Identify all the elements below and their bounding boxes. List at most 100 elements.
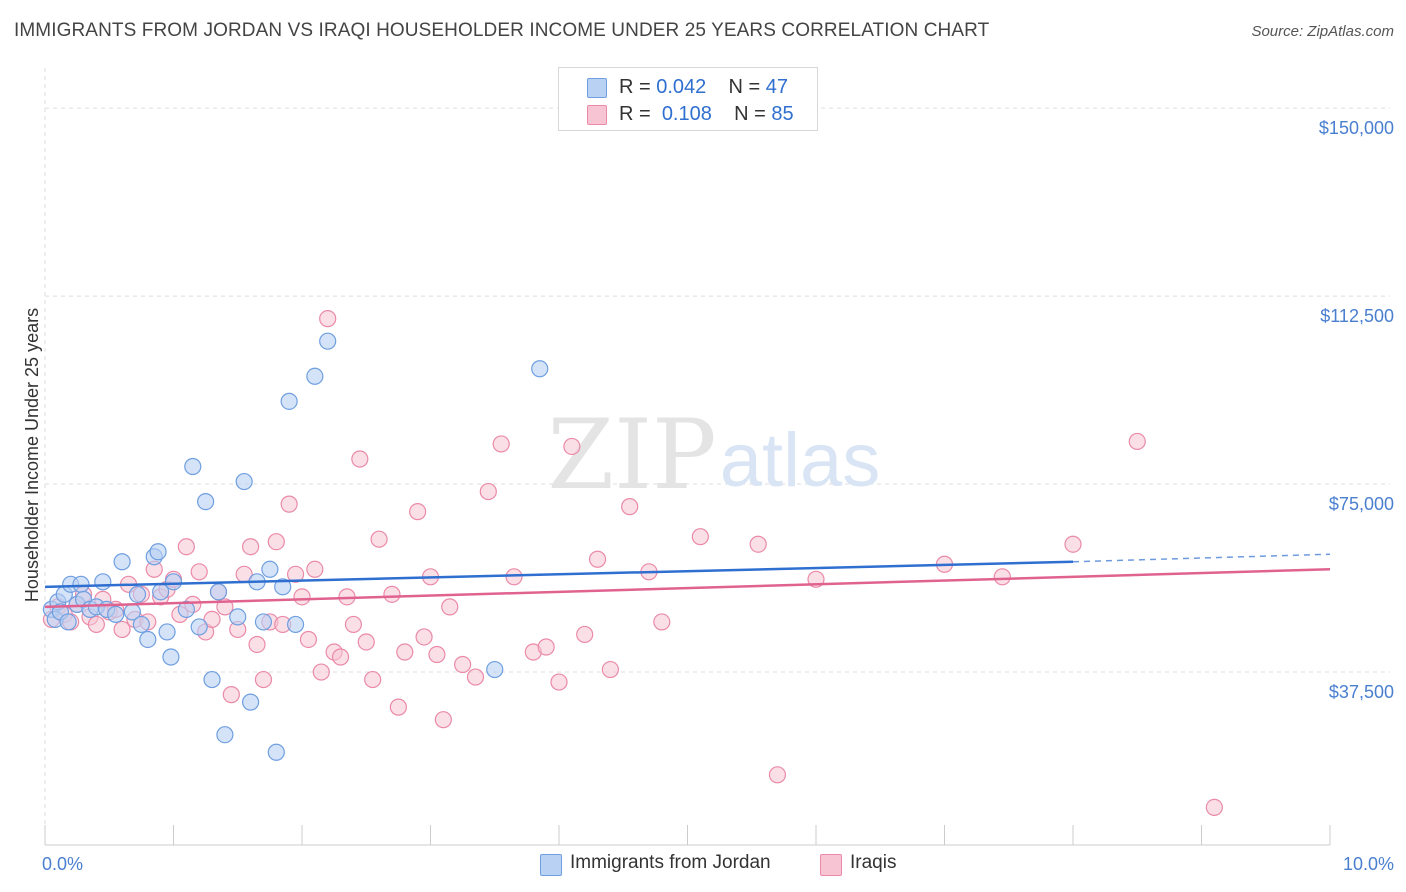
jordan-point: [486, 660, 504, 679]
watermark: ZIP atlas: [547, 399, 880, 511]
iraqi-point: [190, 563, 208, 581]
jordan-point: [203, 670, 221, 689]
iraqi-point: [286, 565, 305, 583]
trend-line-iraqi: [44, 568, 1331, 609]
y-axis-title: Householder Income Under 25 years: [22, 308, 42, 602]
y-tick-label: $75,000: [1329, 494, 1394, 514]
chart-title: IMMIGRANTS FROM JORDAN VS IRAQI HOUSEHOL…: [14, 20, 990, 41]
chart-source: Source: ZipAtlas.com: [1251, 23, 1394, 40]
legend-text-iraqi: R = 0.108 N = 85: [619, 103, 794, 126]
iraqi-point: [563, 437, 581, 456]
n-value: 85: [771, 103, 794, 125]
iraqi-point: [306, 560, 324, 578]
y-tick-label: $150,000: [1319, 118, 1394, 138]
jordan-point: [72, 575, 90, 593]
jordan-point: [59, 613, 77, 631]
iraqi-point: [441, 598, 459, 616]
r-label: R =: [619, 103, 651, 125]
n-label: N =: [734, 103, 766, 125]
iraqi-point: [537, 638, 555, 656]
jordan-point: [531, 360, 549, 378]
legend-swatch-jordan: [540, 854, 562, 876]
jordan-point: [94, 573, 112, 591]
iraqi-point: [434, 711, 452, 729]
iraqi-point: [331, 648, 350, 666]
jordan-point: [306, 367, 324, 385]
iraqi-point: [319, 310, 337, 328]
iraqi-point: [370, 530, 388, 548]
jordan-point: [197, 493, 215, 511]
iraqi-point: [479, 482, 497, 501]
iraqi-point: [550, 673, 568, 691]
iraqi-point: [588, 550, 607, 568]
jordan-point: [158, 623, 176, 641]
iraqi-point: [248, 635, 266, 654]
x-tick-label-max: 10.0%: [1343, 854, 1394, 874]
watermark-atlas: atlas: [720, 418, 881, 503]
jordan-point: [274, 578, 292, 596]
legend-swatch-iraqi: [587, 105, 607, 125]
iraqi-point: [113, 620, 131, 639]
iraqi-point: [1064, 535, 1082, 553]
trend-line-jordan: [44, 560, 1074, 589]
iraqi-point: [505, 568, 523, 586]
iraqi-point: [601, 660, 620, 679]
axes: [44, 825, 1331, 846]
iraqi-point: [576, 625, 594, 644]
iraqi-point: [428, 645, 446, 664]
x-tick-label-min: 0.0%: [42, 854, 83, 874]
iraqi-point: [254, 670, 273, 689]
iraqi-point: [203, 610, 221, 629]
jordan-point: [280, 392, 298, 410]
iraqi-point: [749, 535, 767, 553]
iraqi-point: [691, 528, 709, 546]
iraqi-point: [621, 498, 639, 516]
n-label: N =: [728, 76, 761, 98]
jordan-point: [162, 648, 180, 666]
watermark-zip: ZIP: [547, 399, 716, 511]
iraqi-point: [383, 585, 401, 603]
jordan-point: [235, 472, 253, 491]
trend-line-jordan-extension: [1072, 553, 1331, 563]
iraqi-point: [768, 766, 787, 784]
legend-label-jordan: Immigrants from Jordan: [570, 852, 771, 873]
iraqi-point: [242, 538, 260, 556]
iraqi-point: [344, 615, 362, 634]
r-label: R =: [619, 76, 651, 98]
iraqi-point: [1128, 432, 1146, 451]
jordan-point: [216, 726, 234, 744]
jordan-point: [242, 693, 260, 711]
jordan-point: [261, 560, 279, 578]
n-value: 47: [765, 76, 789, 98]
iraqi-point: [415, 628, 433, 646]
jordan-point: [113, 553, 131, 571]
iraqi-point: [409, 503, 427, 521]
series-legend: Immigrants from Jordan Iraqis: [0, 852, 1406, 878]
iraqi-point: [222, 686, 240, 704]
jordan-point: [184, 457, 202, 476]
iraqi-point: [466, 668, 485, 686]
jordan-point: [139, 630, 157, 649]
y-axis-labels: $37,500 $75,000 $112,500 $150,000: [1319, 118, 1394, 702]
jordan-point: [107, 605, 125, 623]
stats-legend: R = 0.042 N = 47 R = 0.108 N = 85: [558, 67, 818, 131]
iraqi-point: [993, 568, 1011, 586]
iraqi-point: [87, 615, 106, 634]
jordan-point: [149, 543, 167, 561]
iraqi-point: [357, 633, 375, 651]
legend-label-iraqi: Iraqis: [850, 852, 897, 873]
jordan-point: [209, 583, 228, 601]
legend-text-jordan: R = 0.042 N = 47: [619, 76, 788, 99]
jordan-point: [128, 585, 147, 603]
trend-lines: [44, 553, 1331, 609]
jordan-point: [286, 615, 305, 634]
r-value: 0.108: [661, 103, 712, 125]
r-value: 0.042: [656, 76, 707, 98]
grid-lines: [44, 68, 1390, 845]
iraqi-point: [351, 450, 369, 468]
legend-swatch-jordan: [587, 78, 607, 98]
jordan-point: [254, 613, 273, 631]
legend-swatch-iraqi: [820, 854, 842, 876]
y-tick-label: $112,500: [1320, 306, 1394, 326]
